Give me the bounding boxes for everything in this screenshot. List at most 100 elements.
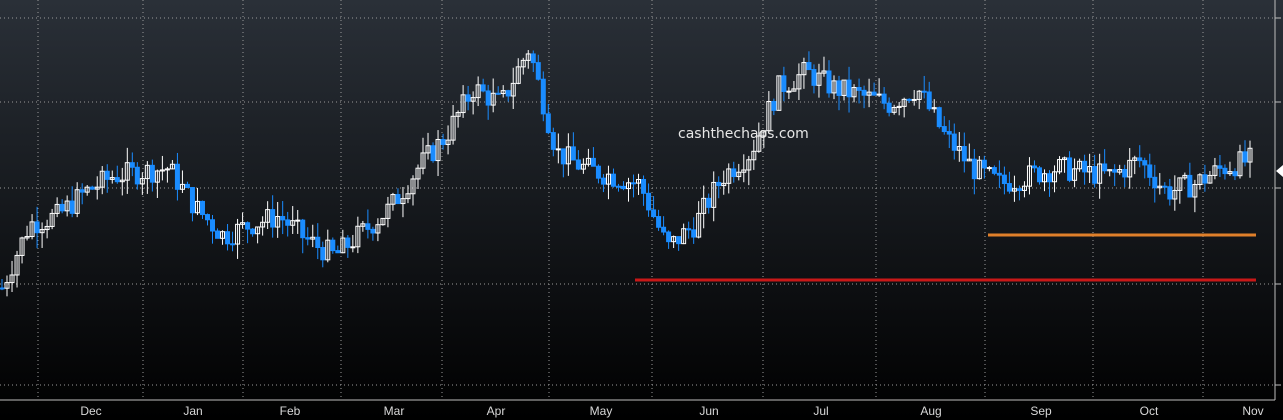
candle-body [1152, 176, 1158, 189]
candle-body [1207, 174, 1213, 184]
candle-body [420, 152, 426, 169]
candle-body [751, 150, 757, 161]
candle-body [44, 225, 50, 231]
candle-body [235, 223, 241, 245]
candle-body [841, 79, 847, 96]
candle-body [956, 146, 962, 151]
candle-body [796, 74, 802, 90]
x-tick-label-apr: Apr [487, 404, 506, 418]
support-lines [635, 233, 1256, 282]
candle-body [445, 139, 451, 145]
candle-body [14, 254, 20, 276]
candle-body [69, 200, 75, 214]
candle-body [194, 200, 200, 214]
candle-body [726, 168, 732, 184]
candle-body [245, 222, 251, 230]
candle-body [776, 75, 782, 111]
candle-body [946, 131, 952, 135]
candle-body [114, 177, 120, 183]
candle-body [595, 165, 601, 179]
candle-body [1232, 171, 1238, 177]
candle-body [139, 178, 145, 185]
candle-body [1197, 174, 1203, 186]
candle-body [64, 200, 70, 212]
candle-body [981, 159, 987, 169]
watermark-text: cashthechaos.com [678, 126, 809, 142]
candle-body [631, 182, 637, 185]
candle-body [169, 163, 175, 170]
candle-body [1072, 168, 1078, 181]
candle-body [866, 91, 872, 96]
candle-body [1177, 177, 1183, 191]
candle-body [1021, 185, 1027, 191]
candle-body [646, 192, 652, 211]
candle-body [330, 239, 336, 252]
candle-body [1227, 171, 1233, 175]
candle-body [1097, 163, 1103, 184]
candle-body [134, 166, 140, 185]
candle-body [84, 186, 90, 193]
x-tick-label-jun: Jun [699, 404, 718, 418]
candle-body [335, 250, 341, 254]
candle-body [766, 101, 772, 132]
candle-body [159, 169, 165, 172]
candle-body [991, 167, 997, 174]
x-tick-label-nov: Nov [1242, 404, 1263, 418]
candle-body [806, 62, 812, 71]
candle-body [921, 90, 927, 93]
candle-body [1147, 164, 1153, 178]
x-tick-label-dec: Dec [80, 404, 101, 418]
x-tick-label-oct: Oct [1140, 404, 1159, 418]
candle-body [230, 243, 236, 246]
candle-body [1222, 167, 1228, 175]
candle-body [636, 178, 642, 184]
candle-body [1157, 185, 1163, 189]
candle-body [610, 173, 616, 187]
candle-body [671, 236, 677, 243]
candle-body [99, 170, 105, 188]
candle-body [666, 231, 672, 243]
candle-body [1167, 186, 1173, 200]
candle-body [876, 93, 882, 96]
candle-body [74, 189, 80, 214]
x-tick-label-jul: Jul [813, 404, 828, 418]
candle-body [4, 282, 10, 289]
candle-body [525, 53, 531, 61]
candle-body [781, 75, 787, 92]
candle-body [199, 200, 205, 216]
candle-body [164, 168, 170, 171]
candle-body [385, 203, 391, 219]
candle-body [1187, 174, 1193, 198]
candle-body [370, 228, 376, 234]
candle-body [1006, 183, 1012, 192]
candle-body [1172, 189, 1178, 200]
candle-body [941, 126, 947, 133]
candle-body [896, 105, 902, 108]
candle-body [440, 138, 446, 145]
candle-body [771, 101, 777, 111]
candle-body [325, 239, 331, 261]
candle-body [721, 182, 727, 187]
candle-body [1182, 174, 1188, 179]
candle-body [1077, 160, 1083, 170]
candle-body [1247, 147, 1253, 163]
candle-body [345, 237, 351, 248]
candle-body [756, 135, 762, 152]
candle-body [761, 130, 767, 137]
candle-body [1001, 174, 1007, 185]
candle-body [676, 236, 682, 245]
candle-body [49, 212, 55, 227]
candle-body [986, 167, 992, 170]
candle-body [976, 159, 982, 180]
candle-body [661, 226, 667, 233]
candle-body [350, 246, 356, 249]
candle-body [856, 87, 862, 91]
candle-body [400, 198, 406, 205]
candle-body [911, 98, 917, 101]
candle-body [1092, 166, 1098, 184]
candle-body [1162, 185, 1168, 188]
candle-body [651, 209, 657, 218]
candle-body [54, 203, 60, 214]
candle-body [555, 148, 561, 151]
